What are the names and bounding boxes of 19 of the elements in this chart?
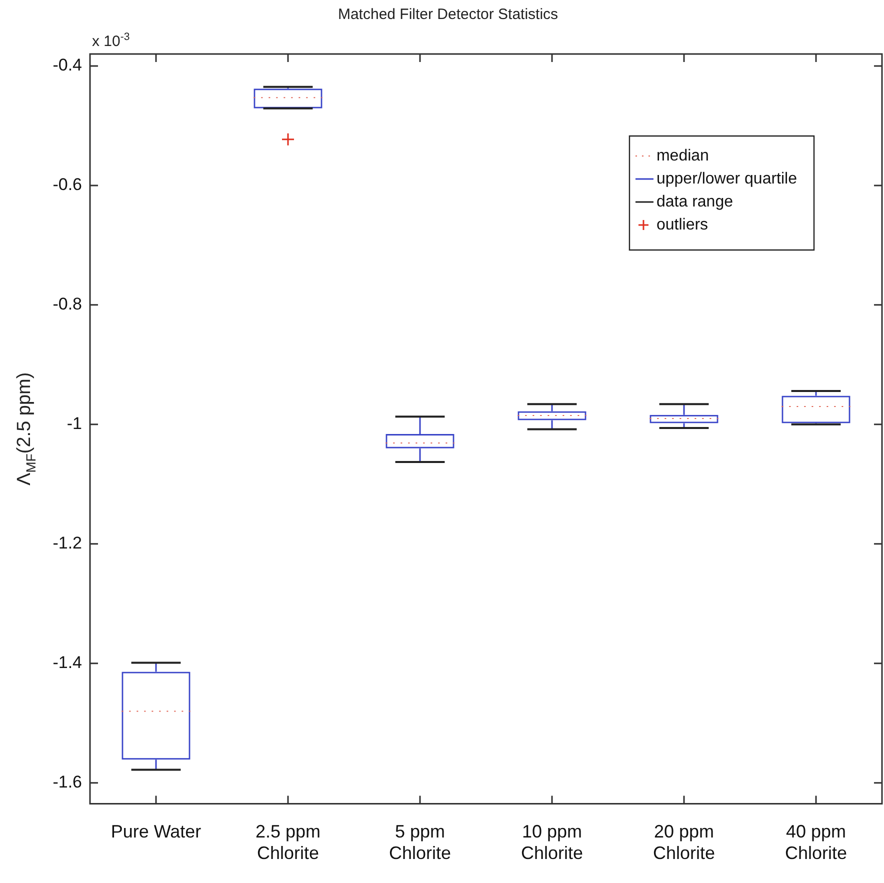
annotation: median xyxy=(656,147,709,164)
y-axis-title: ΛMF(2.5 ppm) xyxy=(14,372,39,486)
x-tick-label: Pure Water xyxy=(110,822,202,842)
annotation: outliers xyxy=(656,216,708,234)
annotation: data range xyxy=(656,193,734,210)
y-tick-label: -0.6 xyxy=(52,175,82,194)
y-tick-label: -0.4 xyxy=(52,56,82,75)
x-tick-label: 40 ppm Chlorite xyxy=(784,822,848,864)
chart-title: Matched Filter Detector Statistics xyxy=(338,6,558,24)
x-tick-label: 10 ppm Chlorite xyxy=(520,822,584,864)
x-tick-label: 20 ppm Chlorite xyxy=(652,822,716,864)
annotation: upper/lower quartile xyxy=(656,170,798,188)
y-tick-label: -0.8 xyxy=(52,294,82,314)
y-tick-label: -1.4 xyxy=(52,653,82,672)
y-tick-label: -1.2 xyxy=(52,534,82,553)
x-tick-label: 5 ppm Chlorite xyxy=(388,822,452,864)
y-tick-label: -1.6 xyxy=(52,772,82,792)
y-tick-label: -1 xyxy=(66,414,82,434)
x-tick-label: 2.5 ppm Chlorite xyxy=(255,822,321,864)
